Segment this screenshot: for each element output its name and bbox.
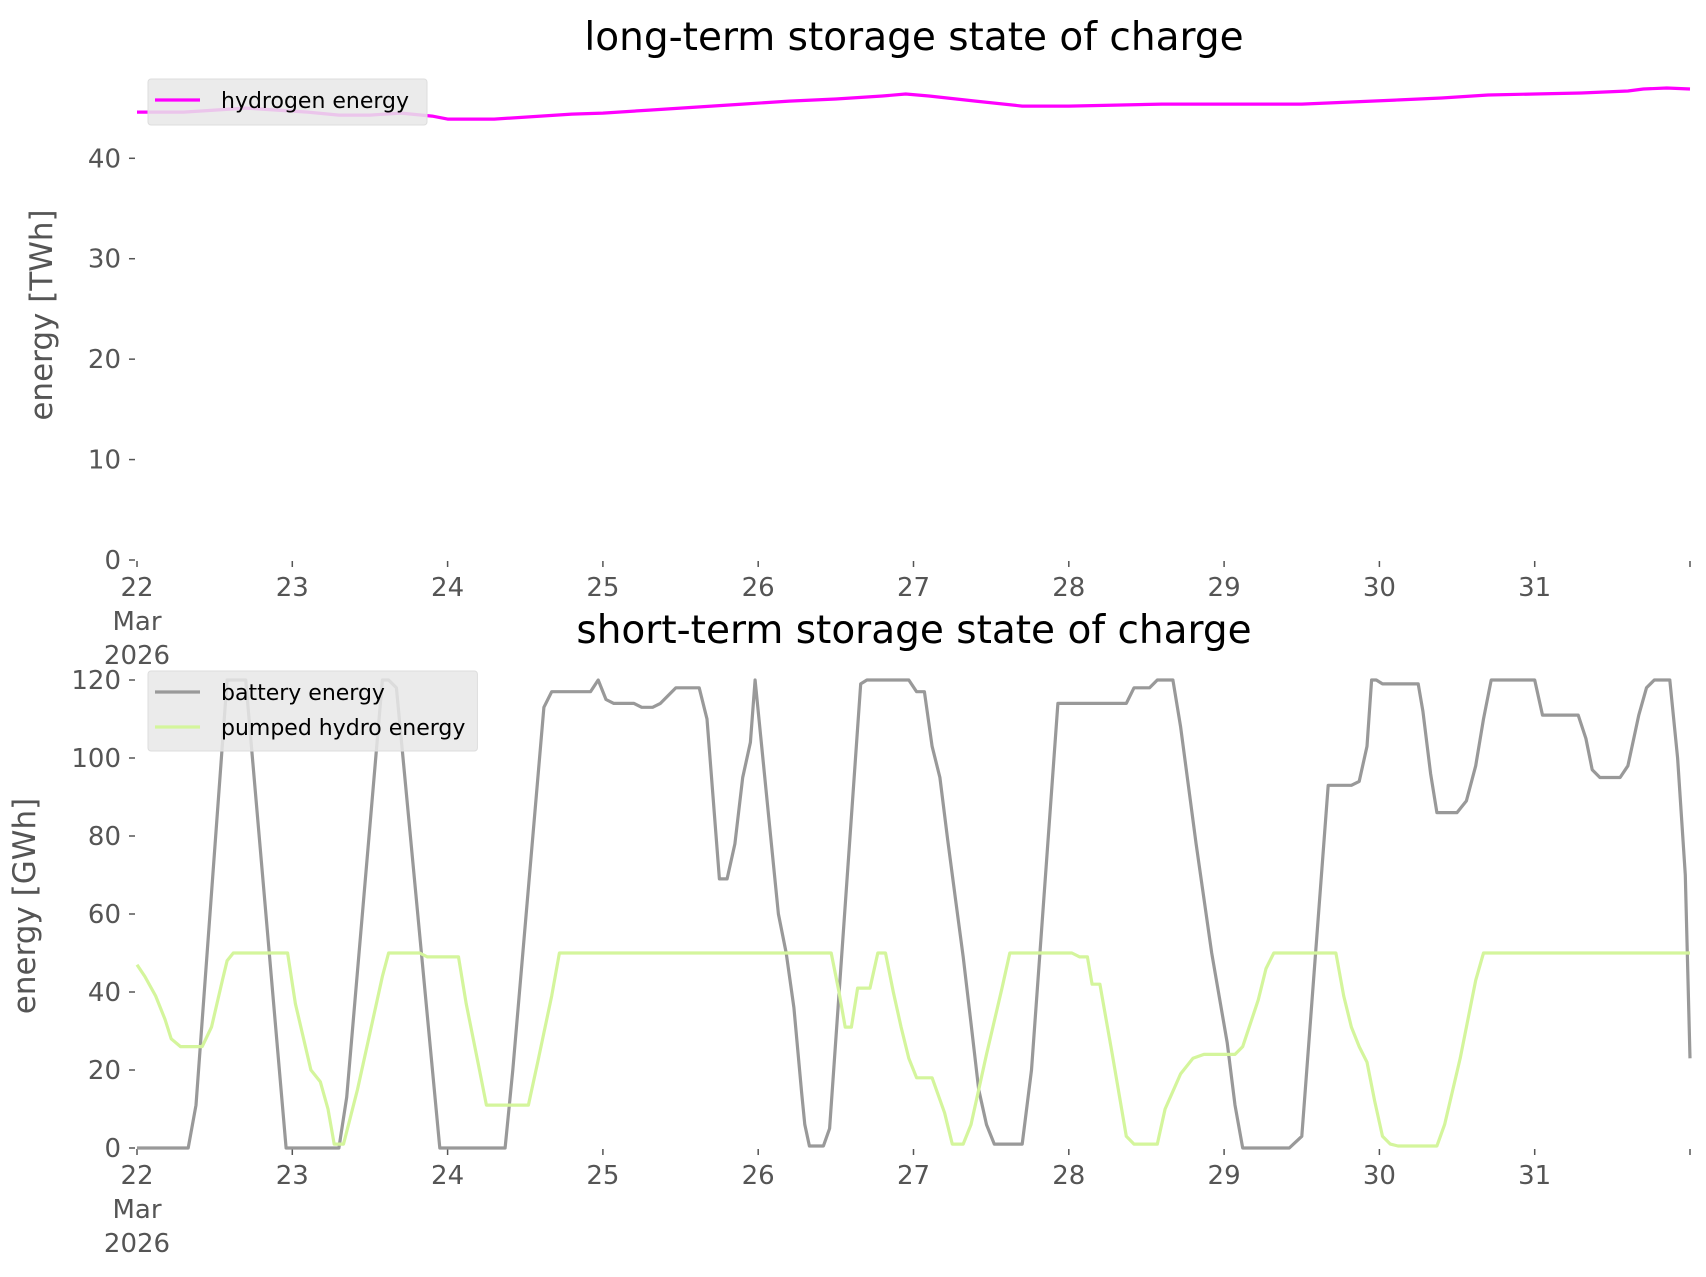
y-tick-label: 30 [88, 245, 121, 275]
x-tick-label: 23 [276, 1161, 309, 1191]
x-tick-label: 22 [120, 573, 153, 603]
x-tick-label: 26 [742, 573, 775, 603]
x-tick-label: 22 [120, 1161, 153, 1191]
legend: hydrogen energy [147, 78, 428, 126]
legend-box [147, 670, 478, 752]
chart-title: short-term storage state of charge [576, 608, 1251, 653]
x-tick-label: 24 [431, 1161, 464, 1191]
x-tick-label: 31 [1518, 573, 1551, 603]
y-tick-label: 40 [88, 978, 121, 1008]
x-tick-label: 27 [897, 1161, 930, 1191]
x-tick-label: 23 [276, 573, 309, 603]
y-tick-label: 0 [104, 1134, 121, 1164]
x-tick-label: 26 [742, 1161, 775, 1191]
y-tick-label: 120 [71, 666, 121, 696]
y-tick-label: 20 [88, 345, 121, 375]
chart-title: long-term storage state of charge [584, 15, 1243, 60]
y-tick-label: 80 [88, 822, 121, 852]
x-tick-sublabel: Mar [112, 607, 161, 637]
x-tick-sublabel: 2026 [104, 1229, 170, 1259]
y-axis-label: energy [TWh] [24, 209, 60, 420]
x-tick-label: 28 [1052, 1161, 1085, 1191]
x-tick-label: 25 [586, 573, 619, 603]
x-tick-label: 29 [1208, 1161, 1241, 1191]
y-tick-label: 0 [104, 546, 121, 576]
short-term-storage-chart: short-term storage state of charge energ… [7, 608, 1692, 1259]
series-line-pumped-hydro-energy [135, 951, 1690, 1148]
x-tick-label: 31 [1518, 1161, 1551, 1191]
x-tick-sublabel: Mar [112, 1195, 161, 1225]
x-tick-sublabel: 2026 [104, 641, 170, 671]
y-axis-label: energy [GWh] [7, 798, 43, 1014]
legend: battery energy pumped hydro energy [147, 670, 478, 752]
y-tick-label: 10 [88, 446, 121, 476]
y-tick-label: 20 [88, 1056, 121, 1086]
legend-box [147, 78, 428, 126]
x-tick-label: 30 [1363, 573, 1396, 603]
legend-label: hydrogen energy [221, 89, 409, 114]
legend-label: battery energy [221, 681, 385, 706]
y-tick-label: 40 [88, 144, 121, 174]
x-tick-label: 28 [1052, 573, 1085, 603]
long-term-storage-chart: long-term storage state of charge energy… [24, 15, 1691, 671]
axes: energy [TWh] 0 10 20 30 40 22 Mar 2026 23 24 25 26 27… [24, 144, 1691, 671]
x-tick-label: 27 [897, 573, 930, 603]
series-line-battery-energy [137, 678, 1692, 1150]
x-tick-label: 30 [1363, 1161, 1396, 1191]
y-tick-label: 100 [71, 744, 121, 774]
legend-label: pumped hydro energy [221, 716, 465, 741]
x-tick-label: 25 [586, 1161, 619, 1191]
y-tick-label: 60 [88, 900, 121, 930]
x-tick-label: 29 [1208, 573, 1241, 603]
series-layer [135, 678, 1692, 1150]
axes: energy [GWh] 0 20 40 60 80 100 120 22 Mar 2026 23 24… [7, 666, 1691, 1259]
x-tick-label: 24 [431, 573, 464, 603]
